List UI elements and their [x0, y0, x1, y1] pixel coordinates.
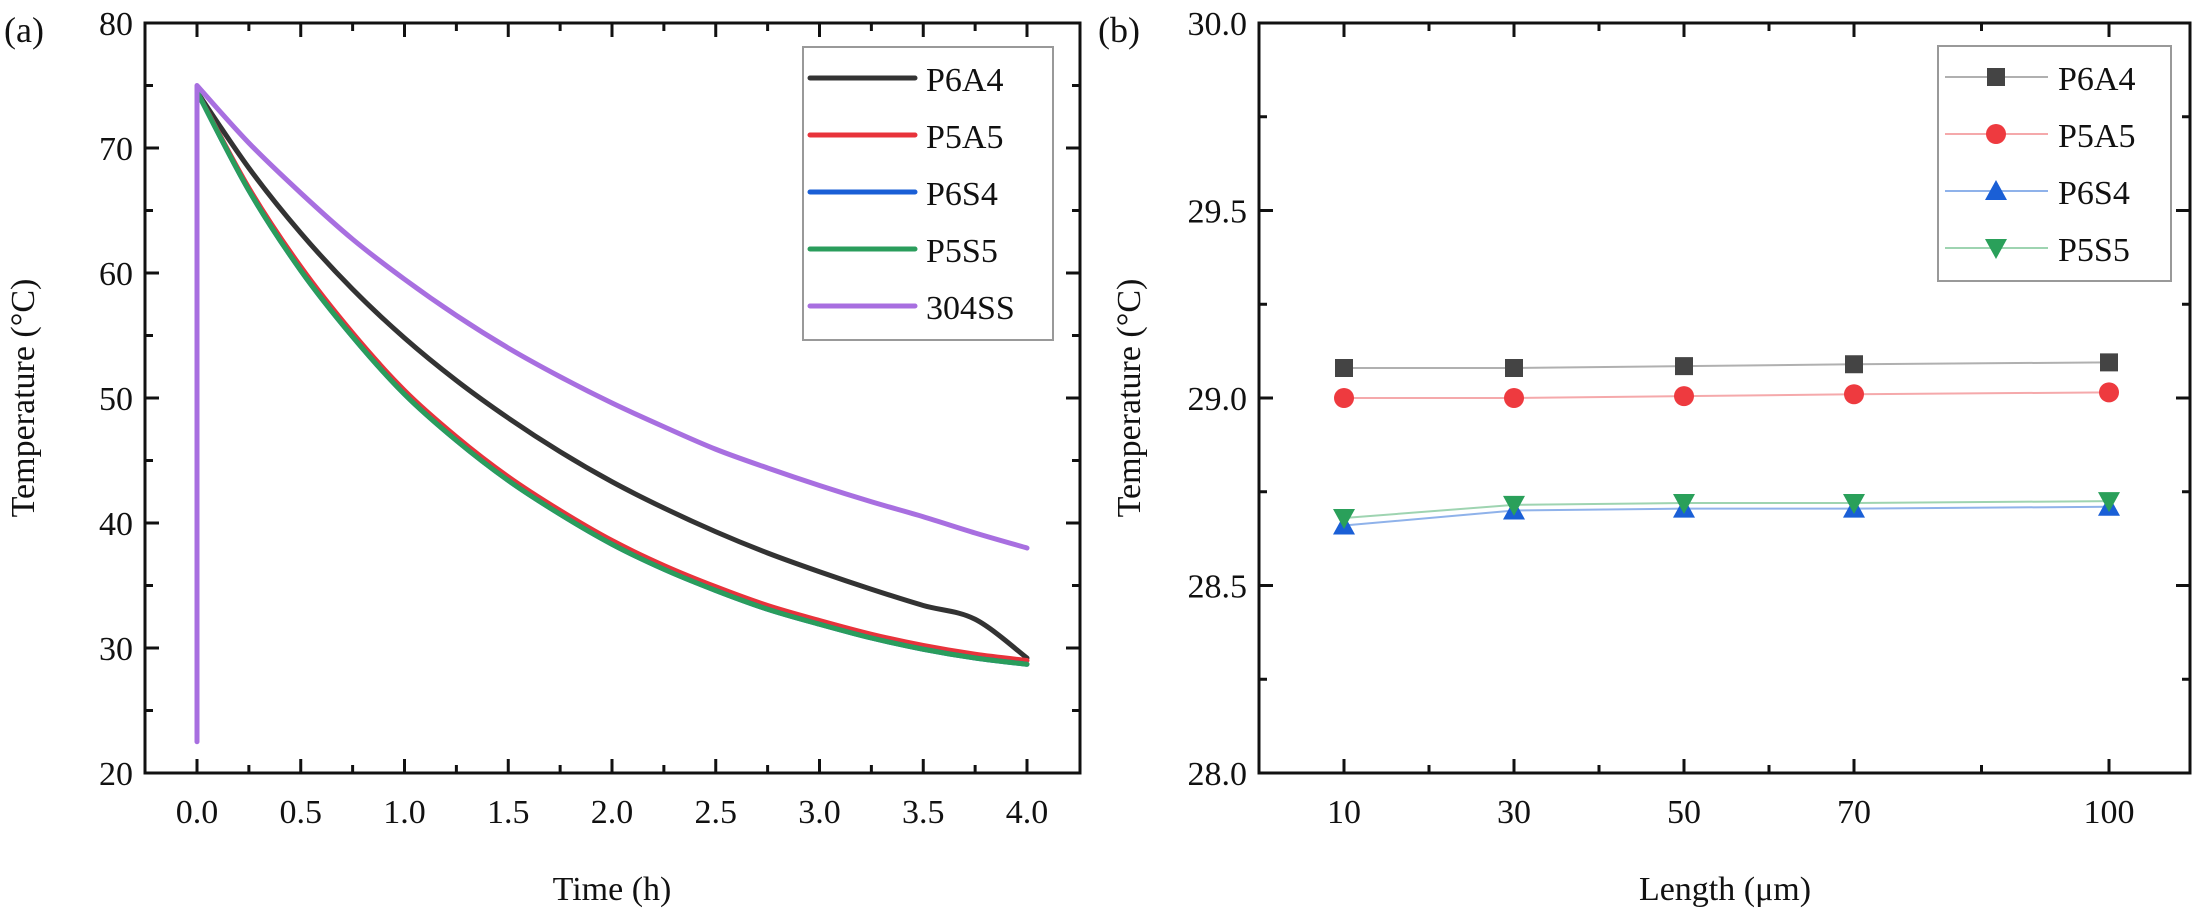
series-line-p5a5 — [1344, 391, 2110, 399]
legend-label: P5A5 — [2058, 118, 2135, 155]
x-tick-label: 2.0 — [591, 794, 634, 831]
y-tick-label: 60 — [99, 256, 133, 293]
data-point-p6a4 — [1505, 359, 1523, 377]
data-point-p5a5 — [1674, 386, 1694, 407]
y-tick-label: 20 — [99, 756, 133, 793]
data-point-p6a4 — [1675, 357, 1693, 376]
legend-label: P5S5 — [926, 233, 998, 270]
data-point-p5a5 — [1844, 384, 1864, 405]
x-tick-label: 0.5 — [280, 794, 323, 831]
data-point-p6a4 — [2100, 353, 2118, 372]
legend-marker-p6s4 — [1985, 180, 2007, 200]
x-tick-label: 0.0 — [176, 794, 219, 831]
data-point-p5a5 — [2099, 382, 2119, 403]
y-tick-label: 30 — [99, 631, 133, 668]
x-tick-label: 3.5 — [902, 794, 945, 831]
legend-label: 304SS — [926, 290, 1015, 327]
data-point-p6a4 — [1335, 359, 1353, 377]
panel-a-x-axis-title: Time (h) — [553, 871, 672, 908]
y-tick-label: 29.0 — [1188, 381, 1248, 418]
x-tick-label: 10 — [1327, 794, 1361, 831]
legend-label: P6A4 — [2058, 61, 2135, 98]
panel-a-y-axis-title: Temperature (°C) — [5, 279, 42, 518]
series-line-p6a4 — [194, 89, 1030, 661]
panel-b: (b) 10 30 50 70 10028.028.529.029.530.0P6A4P… — [1098, 6, 2192, 908]
series-p5s5 — [1333, 492, 2120, 529]
series-line-p5s5 — [194, 89, 1030, 667]
legend-box — [1937, 45, 2172, 282]
data-point-p5s5 — [2098, 492, 2120, 513]
legend-label: P5S5 — [2058, 232, 2130, 269]
data-point-p5a5 — [1334, 388, 1354, 408]
legend-label: P5A5 — [926, 119, 1003, 156]
y-tick-label: 29.5 — [1188, 194, 1248, 231]
legend-label: P6S4 — [926, 176, 998, 213]
data-point-p6a4 — [1845, 355, 1863, 374]
data-point-p5a5 — [1504, 388, 1524, 408]
legend-label: P6A4 — [926, 62, 1003, 99]
legend-marker-p5s5 — [1985, 239, 2007, 259]
x-tick-label: 50 — [1667, 794, 1701, 831]
series-line-p6a4 — [1344, 361, 2110, 369]
panel-b-y-axis-title: Temperature (°C) — [1111, 279, 1148, 518]
data-point-p5s5 — [1333, 509, 1355, 529]
y-tick-label: 50 — [99, 381, 133, 418]
series-p6a4 — [1335, 353, 2118, 377]
x-tick-label: 30 — [1497, 794, 1531, 831]
x-tick-label: 3.0 — [798, 794, 841, 831]
x-tick-label: 1.0 — [383, 794, 426, 831]
x-tick-label: 2.5 — [695, 794, 738, 831]
data-point-p5s5 — [1673, 494, 1695, 514]
y-tick-label: 30.0 — [1188, 6, 1248, 43]
y-tick-label: 80 — [99, 6, 133, 43]
legend-marker-p5a5 — [1986, 124, 2006, 144]
y-tick-label: 28.5 — [1188, 569, 1248, 606]
panel-b-plot-area: 10 30 50 70 10028.028.529.029.530.0P6A4P5A5P… — [1188, 6, 2192, 831]
x-tick-label: 100 — [2084, 794, 2135, 831]
series-p5a5 — [1334, 382, 2119, 408]
x-tick-label: 1.5 — [487, 794, 530, 831]
y-tick-label: 28.0 — [1188, 756, 1248, 793]
legend: P6A4 P5A5 P6S4 P5S5 — [1937, 45, 2172, 282]
panel-a-plot-area: 0.0 0.5 1.0 1.5 2.0 2.5 3.0 3.5 4.0 20 30 40 50 60 70 8… — [99, 6, 1082, 831]
panel-label-a: (a) — [4, 10, 44, 50]
panel-a: (a) 0.0 0.5 1.0 1.5 2.0 2.5 3.0 3.5 4.0 20 30 40 50 6… — [4, 6, 1082, 908]
legend-label: P6S4 — [2058, 175, 2130, 212]
data-point-p5s5 — [1503, 495, 1525, 516]
data-point-p5s5 — [1843, 494, 1865, 514]
legend-marker-p6a4 — [1987, 68, 2005, 86]
x-tick-label: 70 — [1837, 794, 1871, 831]
y-tick-label: 70 — [99, 131, 133, 168]
x-tick-label: 4.0 — [1006, 794, 1049, 831]
legend: P6A4 P5A5 P6S4 P5S5 304SS — [802, 46, 1054, 341]
panel-label-b: (b) — [1098, 10, 1140, 50]
series-line-304ss — [194, 83, 1030, 745]
panel-b-x-axis-title: Length (μm) — [1639, 871, 1811, 908]
y-tick-label: 40 — [99, 506, 133, 543]
